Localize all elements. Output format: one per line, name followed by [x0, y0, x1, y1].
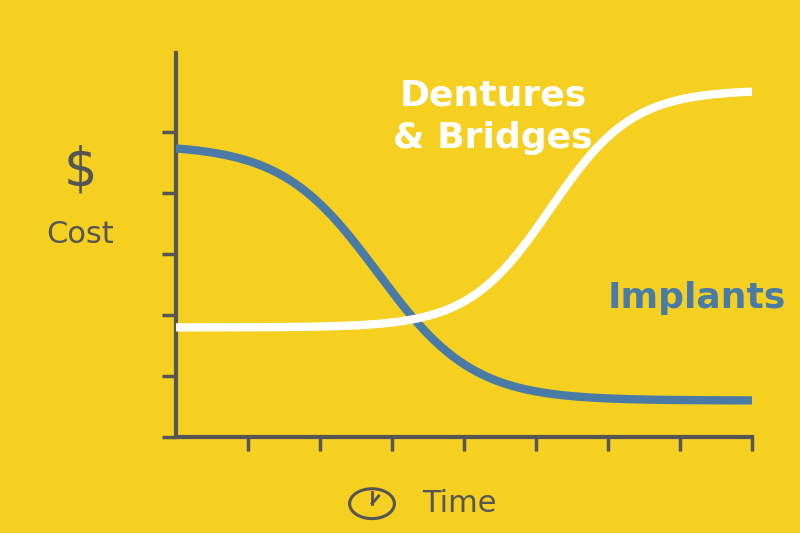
- Text: Dentures
& Bridges: Dentures & Bridges: [393, 79, 593, 155]
- Text: Implants: Implants: [608, 281, 786, 315]
- Text: Cost: Cost: [46, 220, 114, 249]
- Text: Time: Time: [422, 489, 497, 518]
- Text: $: $: [63, 144, 97, 197]
